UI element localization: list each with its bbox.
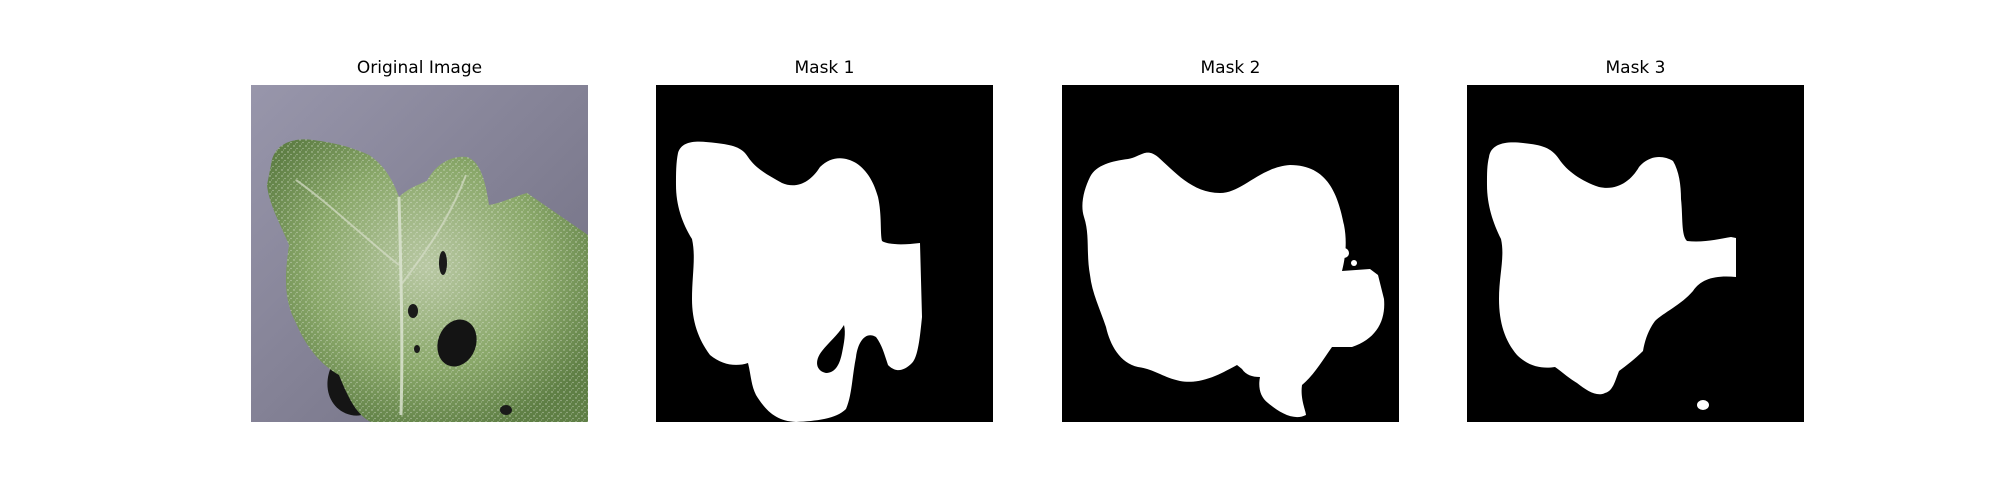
mask-3 xyxy=(1467,85,1804,422)
mask-1-graphic xyxy=(656,85,993,422)
mask-2-speck-1 xyxy=(1339,248,1349,258)
panel-title-mask-2: Mask 2 xyxy=(1062,58,1399,78)
mask-2-graphic xyxy=(1062,85,1399,422)
panel-title-mask-3: Mask 3 xyxy=(1467,58,1804,78)
leaf-hole-3 xyxy=(408,304,418,318)
mask-2 xyxy=(1062,85,1399,422)
original-image-graphic xyxy=(251,85,588,422)
panel-title-original: Original Image xyxy=(251,58,588,78)
mask-3-island xyxy=(1699,253,1736,275)
mask-3-graphic xyxy=(1467,85,1804,422)
leaf-hole-4 xyxy=(414,345,420,353)
mask-2-speck-2 xyxy=(1351,260,1357,266)
mask-1 xyxy=(656,85,993,422)
panel-title-mask-1: Mask 1 xyxy=(656,58,993,78)
leaf-hole-2 xyxy=(439,251,447,275)
original-image xyxy=(251,85,588,422)
mask-3-speck xyxy=(1697,400,1709,410)
leaf-hole-5 xyxy=(500,405,512,415)
